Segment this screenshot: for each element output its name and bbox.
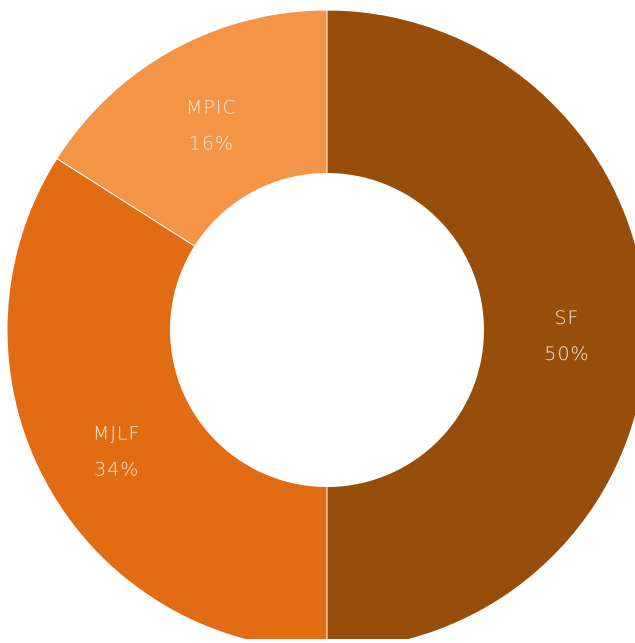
slice-category-label-mjlf: MJLF <box>93 423 141 445</box>
slice-percent-label-sf: 50% <box>544 343 589 365</box>
slice-percent-label-mjlf: 34% <box>94 459 139 481</box>
slice-category-label-mpic: MPIC <box>186 97 237 119</box>
labels-group: SF 50% MJLF 34% MPIC 16% <box>93 97 589 481</box>
slice-category-label-sf: SF <box>555 307 580 329</box>
slice-percent-label-mpic: 16% <box>189 133 234 155</box>
donut-hole <box>170 173 484 487</box>
